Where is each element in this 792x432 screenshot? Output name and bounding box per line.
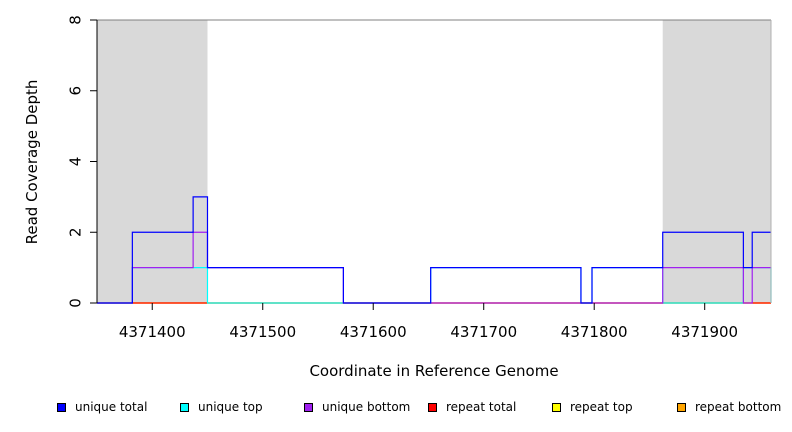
legend-item-unique-top: unique top <box>180 400 263 414</box>
legend-item-repeat-bottom: repeat bottom <box>677 400 781 414</box>
y-tick-label: 2 <box>66 227 84 237</box>
legend-item-unique-total: unique total <box>57 400 147 414</box>
x-axis-title: Coordinate in Reference Genome <box>309 362 559 380</box>
legend-swatch <box>57 402 66 412</box>
legend-label: repeat total <box>446 400 517 414</box>
y-tick-label: 0 <box>66 298 84 308</box>
axes: 0 2 4 6 8 4371400 4371500 4371600 4371700 4371800… <box>66 15 772 341</box>
legend-swatch <box>180 402 189 412</box>
y-tick-label: 4 <box>66 157 84 167</box>
x-tick-label: 4371800 <box>561 323 628 341</box>
shaded-regions <box>97 20 771 303</box>
series-line-unique-total <box>97 196 771 304</box>
y-tick-label: 6 <box>66 86 84 96</box>
legend-label: repeat bottom <box>695 400 782 414</box>
legend-swatch <box>552 402 561 412</box>
legend-swatch <box>428 402 437 412</box>
shaded-region-1 <box>662 20 771 303</box>
x-tick-label: 4371900 <box>671 323 738 341</box>
y-tick-label: 8 <box>66 15 84 25</box>
legend-label: unique total <box>75 400 148 414</box>
legend-swatch <box>677 402 686 412</box>
legend-item-unique-bottom: unique bottom <box>304 400 410 414</box>
series-lines <box>97 196 772 304</box>
x-tick-label: 4371400 <box>119 323 186 341</box>
legend-label: repeat top <box>570 400 633 414</box>
legend: unique total unique top unique bottom repea… <box>0 400 792 418</box>
legend-swatch <box>304 402 313 412</box>
x-tick-label: 4371600 <box>340 323 407 341</box>
legend-item-repeat-top: repeat top <box>552 400 633 414</box>
x-tick-label: 4371700 <box>450 323 517 341</box>
legend-label: unique top <box>198 400 263 414</box>
y-axis-title: Read Coverage Depth <box>23 79 41 245</box>
x-tick-label: 4371500 <box>229 323 296 341</box>
legend-label: unique bottom <box>322 400 411 414</box>
legend-item-repeat-total: repeat total <box>428 400 516 414</box>
shaded-region-0 <box>97 20 208 303</box>
